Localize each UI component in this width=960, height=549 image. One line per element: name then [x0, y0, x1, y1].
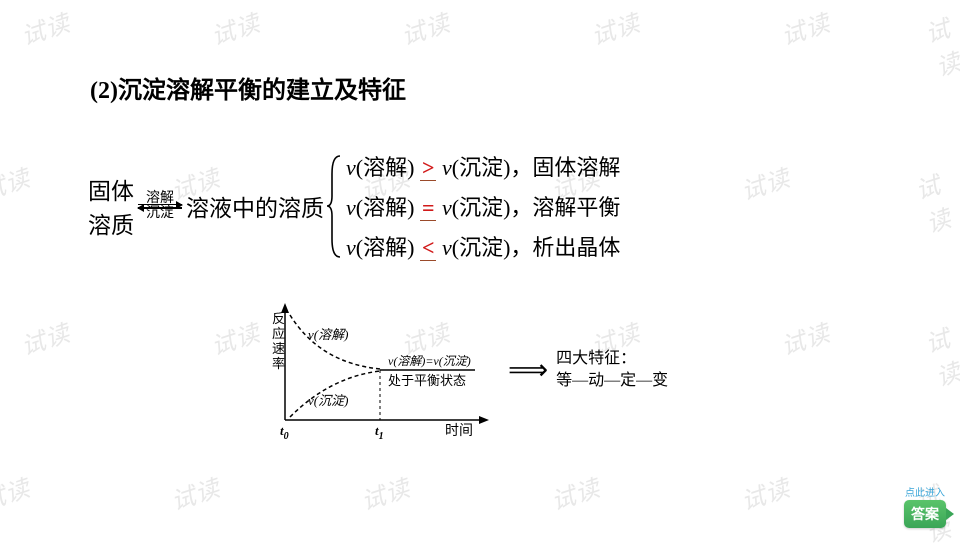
- svg-text:速: 速: [272, 341, 285, 356]
- watermark: 试读: [0, 158, 34, 207]
- features-block: ⟹ 四大特征： 等—动—定—变: [508, 348, 668, 393]
- watermark: 试读: [0, 468, 34, 517]
- operator-gt: >: [420, 155, 437, 181]
- case-line: v(溶解) < v(沉淀)，析出晶体: [346, 230, 620, 262]
- implies-icon: ⟹: [508, 353, 548, 387]
- watermark: 试读: [206, 3, 264, 52]
- svg-text:时间: 时间: [445, 423, 473, 439]
- lhs-solid: 固体: [88, 172, 134, 206]
- cases-block: v(溶解) > v(沉淀)，固体溶解 v(溶解) = v(沉淀)，溶解平衡 v(…: [346, 150, 620, 262]
- watermark: 试读: [736, 158, 794, 207]
- svg-text:反: 反: [272, 311, 285, 326]
- answer-button[interactable]: 点此进入 答案: [904, 484, 946, 528]
- watermark: 试读: [920, 317, 960, 393]
- answer-badge: 答案: [904, 500, 946, 528]
- answer-hint: 点此进入: [905, 484, 945, 499]
- watermark: 试读: [356, 468, 414, 517]
- svg-text:v(沉淀): v(沉淀): [308, 393, 348, 408]
- arrow-right-icon: [138, 204, 182, 206]
- operator-lt: <: [420, 235, 437, 261]
- rate-chart: 反 应 速 率 v(溶解) v(沉淀) v(溶解)=v(沉淀) 处于平衡状态 t…: [250, 295, 668, 445]
- watermark: 试读: [166, 468, 224, 517]
- arrow-left-icon: [138, 207, 182, 209]
- watermark: 试读: [546, 468, 604, 517]
- brace-icon: [326, 154, 342, 259]
- watermark: 试读: [396, 3, 454, 52]
- watermark: 试读: [776, 313, 834, 362]
- operator-eq: =: [420, 195, 437, 221]
- svg-text:应: 应: [272, 326, 285, 341]
- watermark: 试读: [920, 7, 960, 83]
- features-list: 等—动—定—变: [556, 370, 668, 392]
- case-line: v(溶解) > v(沉淀)，固体溶解: [346, 150, 620, 182]
- svg-text:t0: t0: [280, 423, 289, 442]
- reverse-label: 沉淀: [146, 207, 174, 221]
- watermark: 试读: [910, 161, 960, 240]
- watermark: 试读: [776, 3, 834, 52]
- watermark: 试读: [586, 3, 644, 52]
- watermark: 试读: [16, 3, 74, 52]
- watermark: 试读: [736, 468, 794, 517]
- case-line: v(溶解) = v(沉淀)，溶解平衡: [346, 190, 620, 222]
- lhs-solute: 溶质: [88, 206, 134, 240]
- svg-text:t1: t1: [375, 423, 384, 442]
- section-title: (2)沉淀溶解平衡的建立及特征: [90, 70, 406, 105]
- watermark: 试读: [16, 313, 74, 362]
- equilibrium-arrows: 溶解 沉淀: [136, 192, 184, 221]
- features-title: 四大特征：: [556, 348, 668, 370]
- chart-svg: 反 应 速 率 v(溶解) v(沉淀) v(溶解)=v(沉淀) 处于平衡状态 t…: [250, 295, 500, 445]
- svg-text:率: 率: [272, 356, 285, 371]
- svg-text:处于平衡状态: 处于平衡状态: [388, 373, 466, 388]
- equilibrium-equation: 固体 溶质 溶解 沉淀 溶液中的溶质 v(溶解) > v(沉淀)，固体溶解 v(…: [88, 150, 620, 262]
- svg-text:v(溶解): v(溶解): [308, 327, 348, 342]
- svg-text:v(溶解)=v(沉淀): v(溶解)=v(沉淀): [388, 354, 471, 368]
- solution-solute: 溶液中的溶质: [186, 189, 324, 223]
